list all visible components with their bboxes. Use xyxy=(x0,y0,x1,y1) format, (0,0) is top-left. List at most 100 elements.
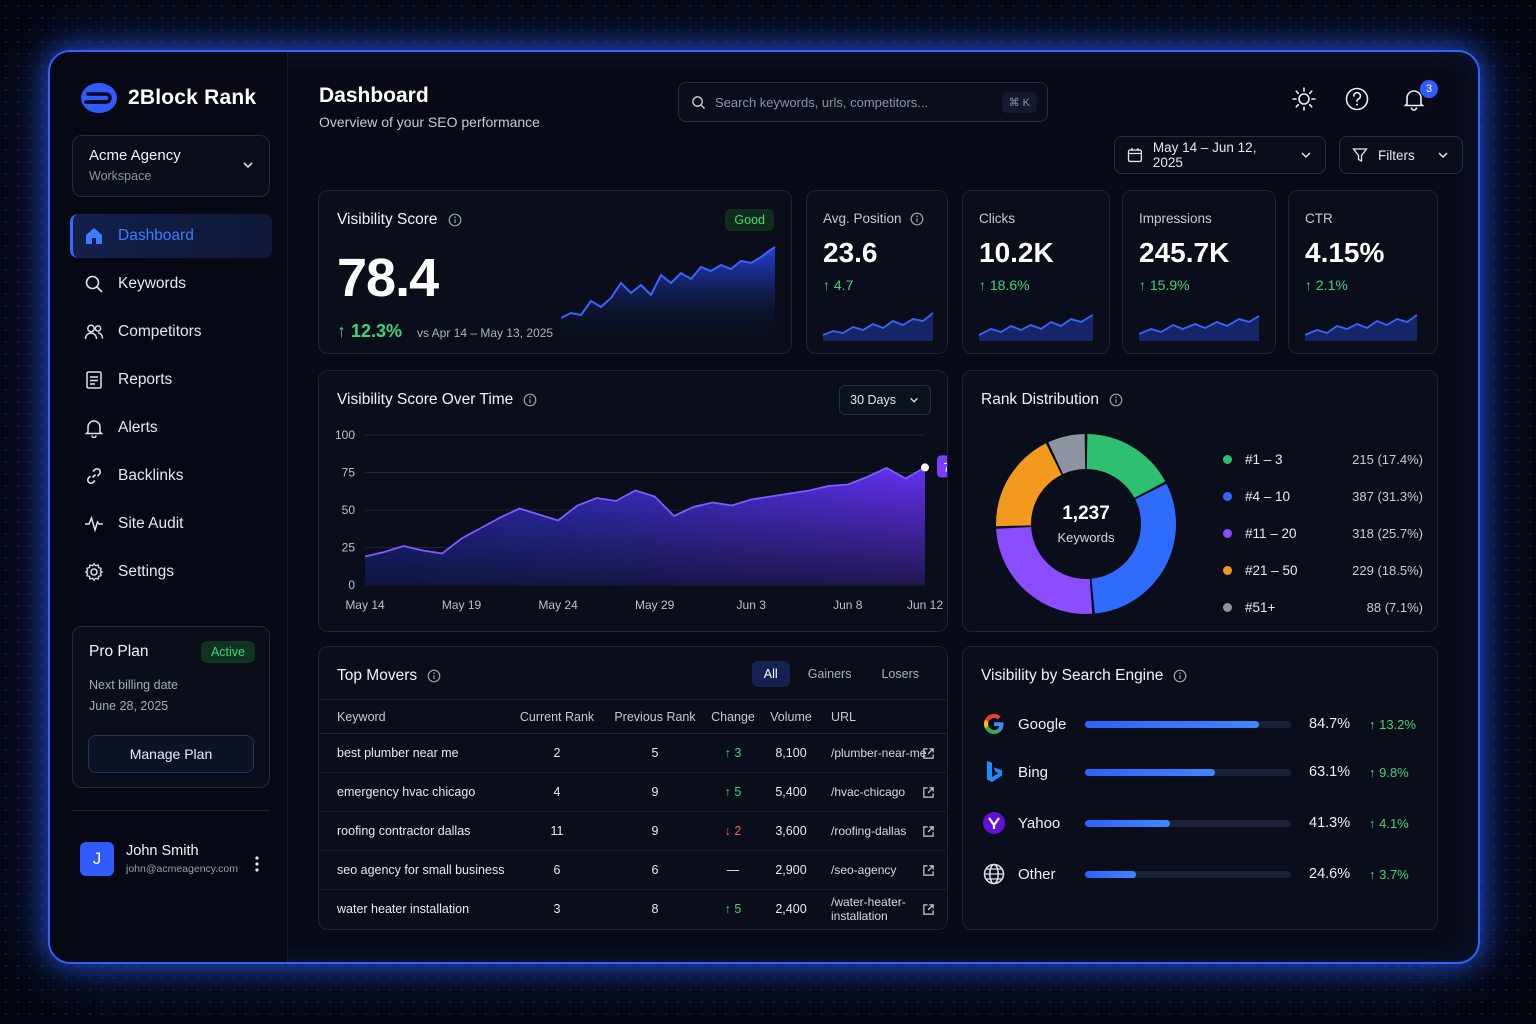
current-rank-cell: 4 xyxy=(509,772,605,812)
tab-gainers[interactable]: Gainers xyxy=(807,667,852,681)
x-tick-label: May 29 xyxy=(635,598,675,612)
keyword-cell: water heater installation xyxy=(337,902,470,917)
sidebar-item-site-audit[interactable]: Site Audit xyxy=(70,502,272,546)
manage-plan-button[interactable]: Manage Plan xyxy=(88,735,254,773)
kpi-delta: ↑ 18.6% xyxy=(979,277,1030,293)
sidebar-item-dashboard[interactable]: Dashboard xyxy=(70,214,272,258)
table-row[interactable]: emergency hvac chicago 4 9 ↑ 5 5,400/hvac-ch… xyxy=(319,772,947,812)
kpi-label: Impressions xyxy=(1139,211,1212,226)
kpi-label: CTR xyxy=(1305,211,1333,226)
info-icon[interactable] xyxy=(427,669,441,683)
info-icon[interactable] xyxy=(1173,669,1187,683)
workspace-switcher[interactable]: Acme Agency Workspace xyxy=(72,135,270,197)
legend-label: #11 – 20 xyxy=(1245,526,1297,541)
donut-slice[interactable] xyxy=(996,526,1093,614)
column-header[interactable]: Volume xyxy=(761,699,821,734)
url-link[interactable]: /hvac-chicago xyxy=(831,785,906,799)
comparison-period: vs Apr 14 – May 13, 2025 xyxy=(417,326,554,340)
external-link-icon[interactable] xyxy=(922,864,935,877)
date-range-label: May 14 – Jun 12, 2025 xyxy=(1152,140,1257,170)
kpi-sparkline xyxy=(823,312,934,341)
column-header[interactable]: Keyword xyxy=(319,699,509,734)
column-header[interactable]: Previous Rank xyxy=(605,699,705,734)
table-row[interactable]: seo agency for small business 6 6—2,900/se… xyxy=(319,850,947,890)
range-dropdown[interactable]: 30 Days xyxy=(839,385,931,415)
sidebar-item-label: Backlinks xyxy=(118,467,184,484)
donut-slice[interactable] xyxy=(996,443,1062,527)
tab-losers[interactable]: Losers xyxy=(881,667,919,681)
url-link[interactable]: /seo-agency xyxy=(831,863,897,877)
more-vertical-icon[interactable] xyxy=(250,854,264,874)
external-link-icon[interactable] xyxy=(922,786,935,799)
info-icon[interactable] xyxy=(910,212,924,226)
external-link-icon[interactable] xyxy=(922,903,935,916)
top-movers-card: Top Movers All Gainers Losers Keyword Cu… xyxy=(318,646,948,930)
engine-share-fill xyxy=(1085,870,1136,878)
previous-rank-cell: 6 xyxy=(605,850,705,890)
donut-slice[interactable] xyxy=(1048,434,1086,475)
info-icon[interactable] xyxy=(1109,393,1123,407)
url-link[interactable]: /plumber-near-me xyxy=(831,746,927,760)
table-row[interactable]: water heater installation 3 8 ↑ 5 2,400/wate… xyxy=(319,890,947,929)
sidebar-item-backlinks[interactable]: Backlinks xyxy=(70,454,272,498)
table-row[interactable]: roofing contractor dallas 11 9 ↓ 2 3,600/roo… xyxy=(319,811,947,851)
engine-share-value: 41.3% xyxy=(1309,815,1351,831)
bell-icon[interactable] xyxy=(1401,86,1427,112)
x-tick-label: May 19 xyxy=(442,598,482,612)
user-profile[interactable]: J John Smith john@acmeagency.com xyxy=(80,842,238,876)
sun-icon[interactable] xyxy=(1291,86,1317,112)
sidebar-item-competitors[interactable]: Competitors xyxy=(70,310,272,354)
page-subtitle: Overview of your SEO performance xyxy=(319,114,540,130)
main-content: Dashboard Overview of your SEO performan… xyxy=(288,52,1478,962)
engine-name: Google xyxy=(1018,715,1067,733)
table-row[interactable]: best plumber near me 2 5 ↑ 3 8,100/plumber-n… xyxy=(319,733,947,773)
url-link[interactable]: /roofing-dallas xyxy=(831,824,907,838)
url-link[interactable]: /water-heater-installation xyxy=(831,895,906,924)
change-cell: ↑ 5 xyxy=(724,902,742,917)
sidebar-item-reports[interactable]: Reports xyxy=(70,358,272,402)
filters-button[interactable]: Filters xyxy=(1339,136,1463,174)
chevron-down-icon xyxy=(1438,152,1448,159)
date-range-picker[interactable]: May 14 – Jun 12, 2025 xyxy=(1114,136,1326,174)
legend-label: #4 – 10 xyxy=(1245,489,1291,504)
range-label: 30 Days xyxy=(850,393,896,407)
kpi-sparkline xyxy=(1139,315,1260,341)
previous-rank-cell: 9 xyxy=(605,811,705,851)
external-link-icon[interactable] xyxy=(922,825,935,838)
yahoo-icon xyxy=(981,810,1007,836)
legend-value: 215 (17.4%) xyxy=(1352,452,1423,467)
status-badge: Good xyxy=(725,209,774,231)
workspace-name: Acme Agency xyxy=(89,147,181,164)
donut-total: 1,237 xyxy=(1062,503,1110,524)
sidebar-item-alerts[interactable]: Alerts xyxy=(70,406,272,450)
info-icon[interactable] xyxy=(523,393,537,407)
sidebar-item-label: Settings xyxy=(118,563,175,580)
legend-value: 387 (31.3%) xyxy=(1352,489,1423,504)
y-tick-label: 75 xyxy=(342,466,356,480)
sidebar-item-keywords[interactable]: Keywords xyxy=(70,262,272,306)
column-header[interactable]: Current Rank xyxy=(509,699,605,734)
sidebar: 2Block Rank Acme Agency Workspace Dashbo… xyxy=(50,52,288,962)
legend-item: #11 – 20 318 (25.7%) xyxy=(1223,515,1423,552)
last-point-marker[interactable] xyxy=(921,463,929,472)
donut-slice[interactable] xyxy=(1091,483,1176,614)
search-engine-visibility-card: Visibility by Search Engine Google 84.7%… xyxy=(962,646,1438,930)
notification-count-badge: 3 xyxy=(1420,80,1438,98)
column-header[interactable]: URL xyxy=(821,699,947,734)
pulse-icon xyxy=(85,515,103,533)
external-link-icon[interactable] xyxy=(922,747,935,760)
search-bar[interactable]: ⌘ K xyxy=(678,82,1048,122)
donut-total-label: Keywords xyxy=(1057,530,1115,545)
search-input[interactable] xyxy=(715,94,985,110)
column-header[interactable]: Change xyxy=(705,699,761,734)
tab-all[interactable]: All xyxy=(751,661,790,687)
engine-name: Bing xyxy=(1018,763,1049,781)
logo[interactable]: 2Block Rank xyxy=(80,82,256,114)
info-icon[interactable] xyxy=(448,213,462,227)
y-tick-label: 50 xyxy=(342,503,356,517)
url-cell: /water-heater-installation xyxy=(821,890,947,929)
donut-slice[interactable] xyxy=(1086,434,1166,498)
help-icon[interactable] xyxy=(1344,86,1370,112)
sidebar-item-settings[interactable]: Settings xyxy=(70,550,272,594)
legend-label: #1 – 3 xyxy=(1245,452,1283,467)
